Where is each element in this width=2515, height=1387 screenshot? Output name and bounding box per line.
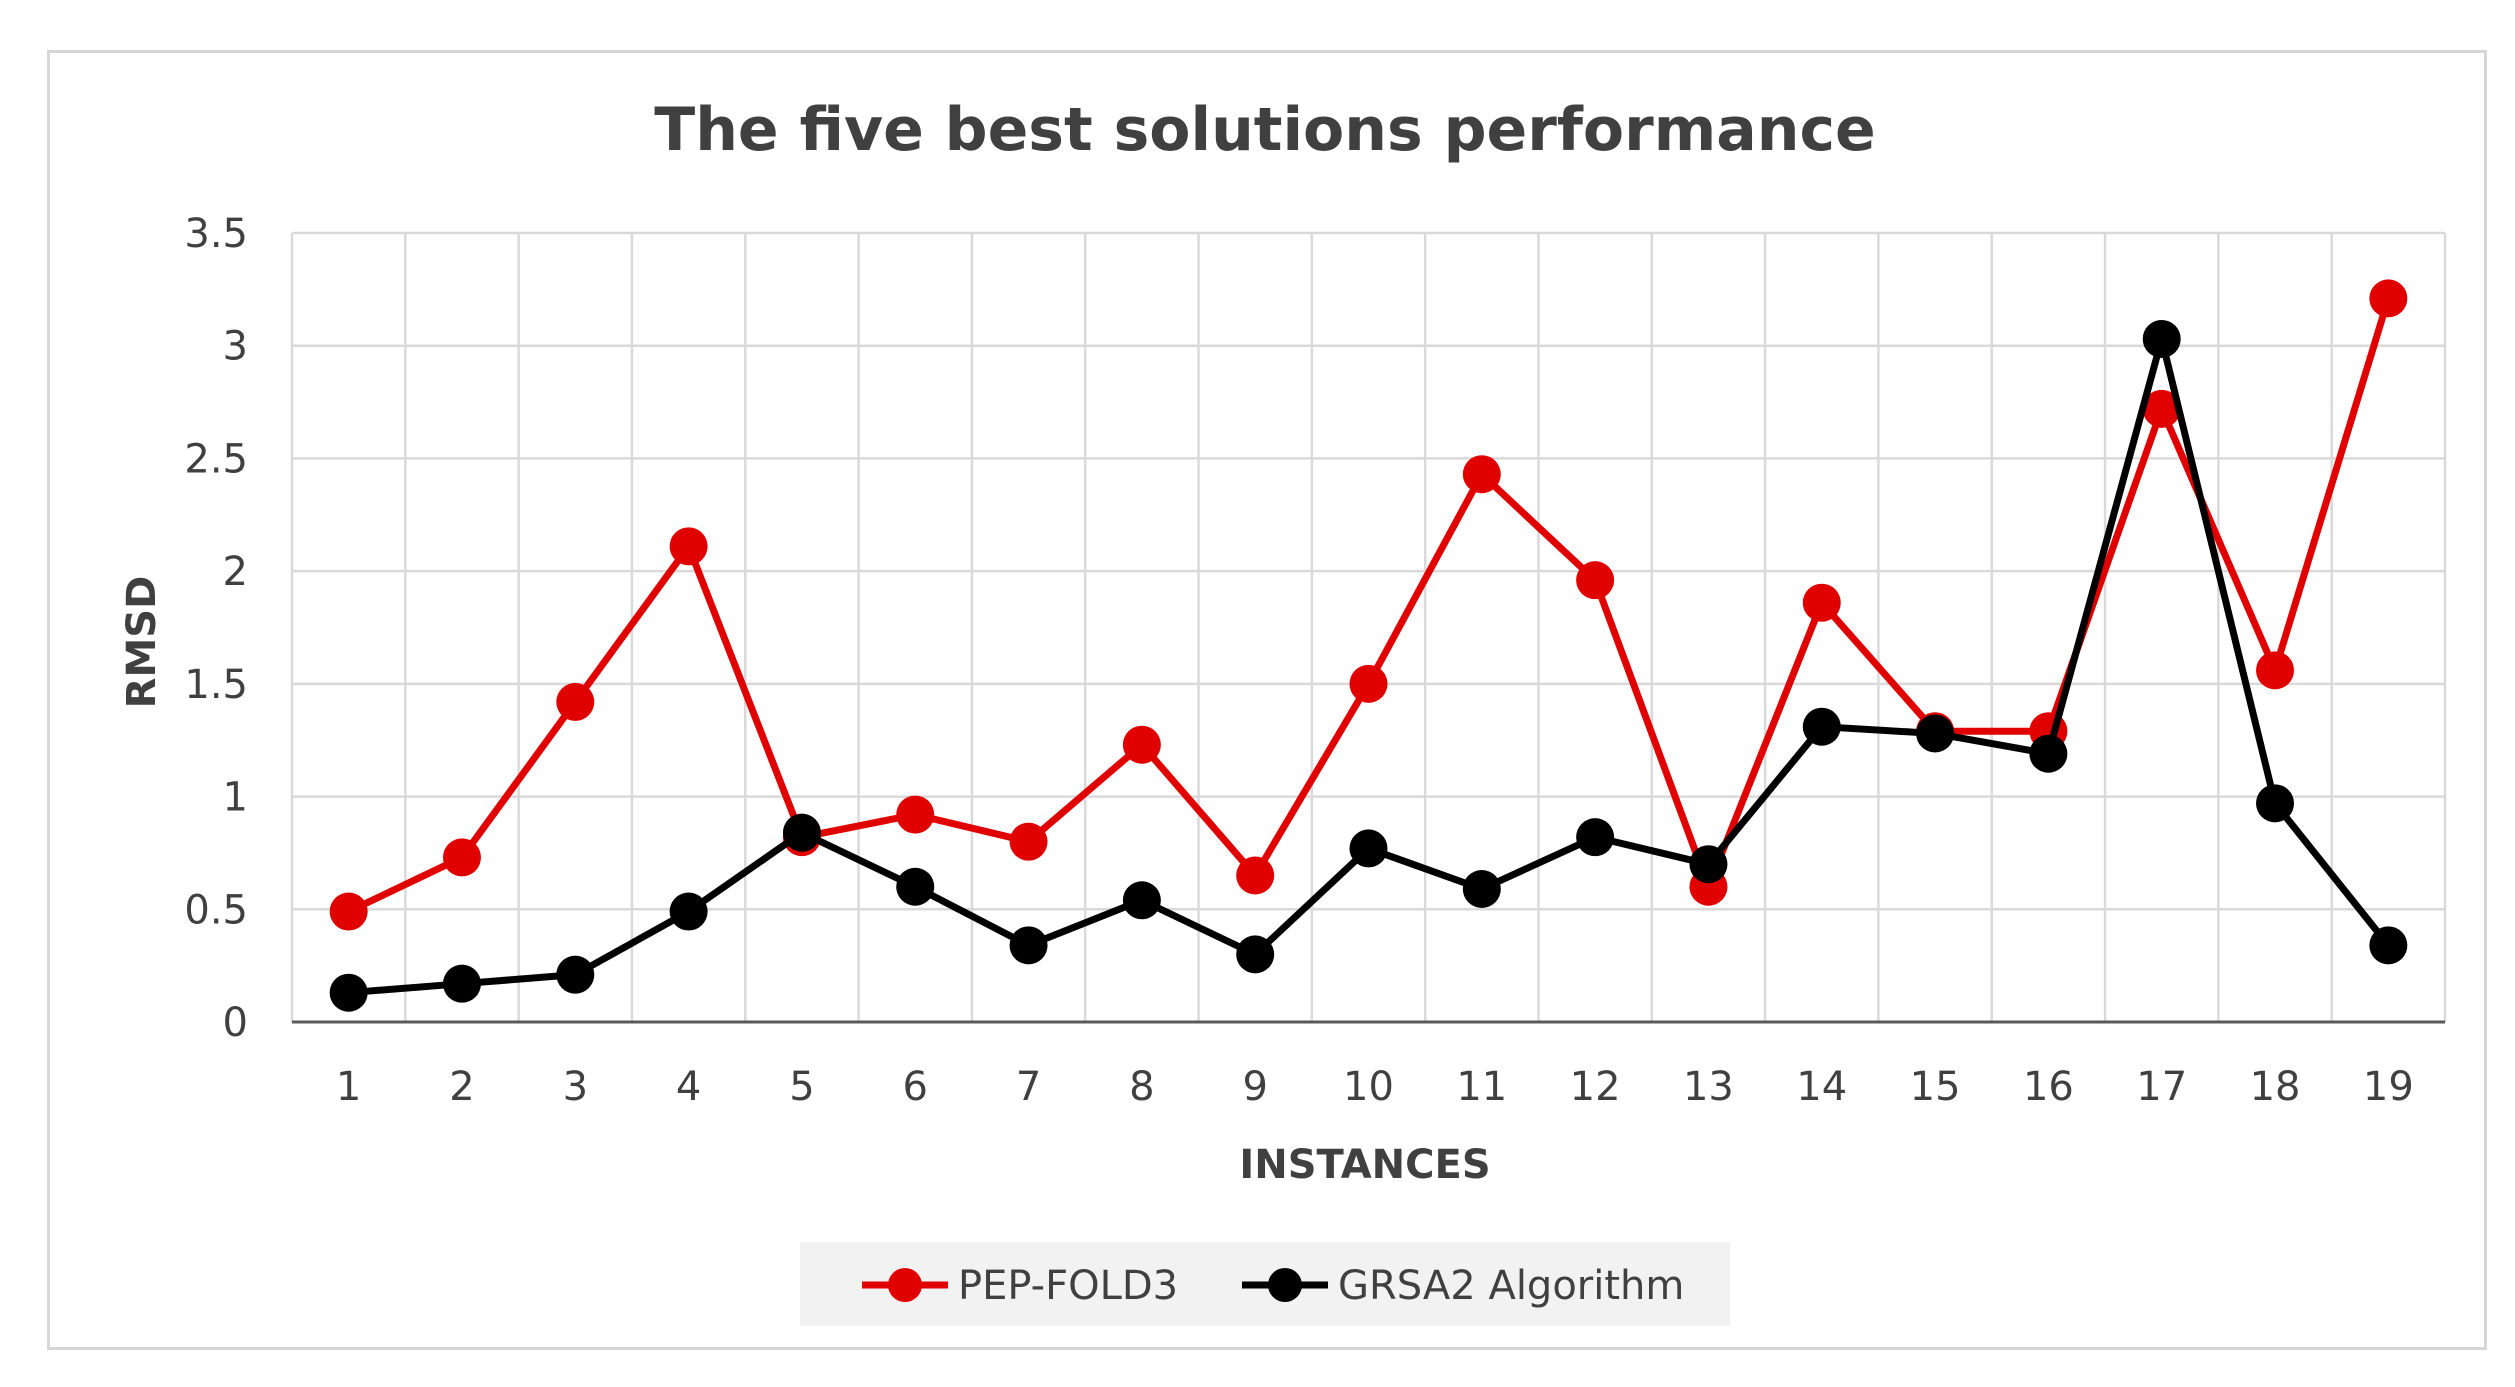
x-tick-label: 13 — [1683, 1064, 1734, 1110]
series-line — [347, 297, 2392, 915]
legend-item-2: GRSA2 Algorithm — [1242, 1263, 1684, 1309]
data-point — [2369, 926, 2408, 965]
x-tick-label: 8 — [1129, 1064, 1154, 1110]
data-point — [1462, 455, 1501, 494]
data-point — [329, 973, 368, 1012]
data-point — [2142, 389, 2181, 428]
y-axis-ticks: 0 0.5 1 1.5 2 2.5 3 3.5 — [184, 211, 248, 1046]
x-tick-label: 9 — [1242, 1064, 1267, 1110]
x-tick-label: 11 — [1456, 1064, 1507, 1110]
series-layer — [329, 279, 2408, 1012]
data-point — [556, 955, 595, 994]
data-point — [1236, 935, 1275, 974]
legend-label: PEP-FOLD3 — [958, 1263, 1178, 1309]
y-tick-label: 3 — [223, 324, 248, 370]
legend-swatch-marker — [1268, 1268, 1302, 1302]
data-point — [782, 813, 821, 852]
x-axis-ticks: 1 2 3 4 5 6 7 8 9 10 11 12 13 14 15 16 17 18 19 — [336, 1064, 2414, 1110]
data-point — [896, 867, 935, 906]
x-tick-label: 19 — [2363, 1064, 2414, 1110]
x-tick-label: 16 — [2023, 1064, 2074, 1110]
legend-swatch-marker — [888, 1268, 922, 1302]
y-tick-label: 2 — [223, 549, 248, 595]
grid — [290, 231, 2447, 1024]
data-point — [669, 527, 708, 566]
x-tick-label: 14 — [1796, 1064, 1847, 1110]
data-point — [1802, 707, 1841, 746]
data-point — [2256, 651, 2295, 690]
x-tick-label: 12 — [1570, 1064, 1621, 1110]
data-point — [1122, 881, 1161, 920]
data-point — [1576, 561, 1615, 600]
x-axis-title: INSTANCES — [1239, 1142, 1490, 1188]
y-tick-label: 0.5 — [184, 887, 248, 933]
x-tick-label: 4 — [676, 1064, 701, 1110]
x-tick-label: 3 — [563, 1064, 588, 1110]
data-point — [1122, 725, 1161, 764]
data-point — [329, 892, 368, 931]
legend: PEP-FOLD3 GRSA2 Algorithm — [862, 1263, 1684, 1309]
data-point — [1802, 583, 1841, 622]
data-point — [1689, 845, 1728, 884]
y-tick-label: 0 — [223, 1000, 248, 1046]
data-point — [1576, 818, 1615, 857]
data-point — [1009, 926, 1048, 965]
data-point — [1236, 856, 1275, 895]
data-point — [2142, 319, 2181, 358]
data-point — [556, 682, 595, 721]
data-point — [1009, 822, 1048, 861]
chart-frame — [47, 50, 2487, 1350]
x-tick-label: 17 — [2136, 1064, 2187, 1110]
data-point — [2029, 734, 2068, 773]
chart-title: The five best solutions performance — [654, 95, 1875, 165]
y-tick-label: 3.5 — [184, 211, 248, 257]
data-point — [2256, 784, 2295, 823]
data-point — [1349, 664, 1388, 703]
x-tick-label: 10 — [1343, 1064, 1394, 1110]
data-point — [1349, 829, 1388, 868]
x-tick-label: 2 — [449, 1064, 474, 1110]
x-tick-label: 15 — [1910, 1064, 1961, 1110]
data-point — [1462, 869, 1501, 908]
x-tick-label: 5 — [789, 1064, 814, 1110]
y-axis-title: RMSD — [119, 576, 165, 709]
x-tick-label: 1 — [336, 1064, 361, 1110]
y-tick-label: 1 — [223, 775, 248, 821]
data-point — [1916, 714, 1955, 753]
legend-item-1: PEP-FOLD3 — [862, 1263, 1178, 1309]
x-tick-label: 7 — [1016, 1064, 1041, 1110]
data-point — [442, 964, 481, 1003]
data-point — [669, 892, 708, 931]
data-point — [442, 838, 481, 877]
data-point — [896, 795, 935, 834]
legend-label: GRSA2 Algorithm — [1338, 1263, 1684, 1309]
data-point — [2369, 279, 2408, 318]
y-tick-label: 1.5 — [184, 662, 248, 708]
x-tick-label: 6 — [903, 1064, 928, 1110]
series-2 — [329, 319, 2408, 1012]
y-tick-label: 2.5 — [184, 436, 248, 482]
x-tick-label: 18 — [2250, 1064, 2301, 1110]
